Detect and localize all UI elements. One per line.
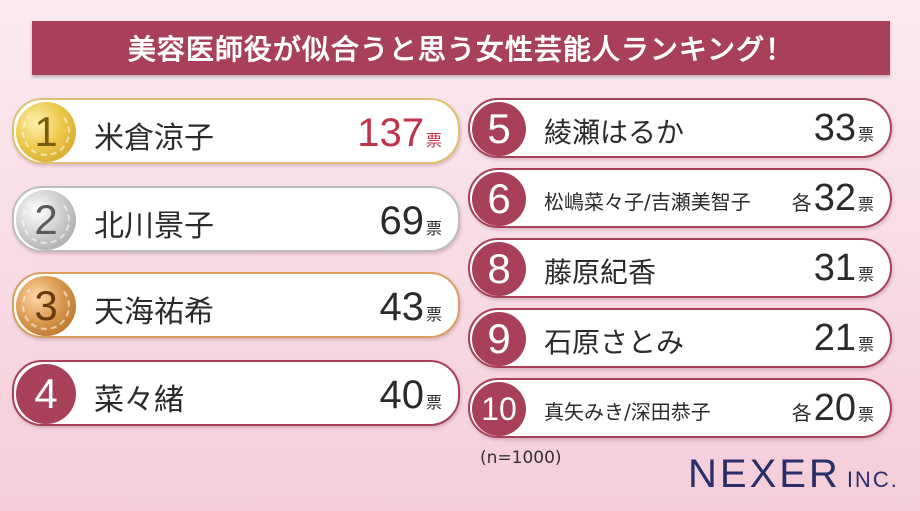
vote-number: 20 — [813, 387, 856, 429]
rank-badge: 6 — [472, 172, 526, 226]
vote-count: 21 票 — [814, 317, 874, 360]
rank-badge: 4 — [16, 364, 76, 424]
vote-count: 31 票 — [814, 247, 874, 290]
vote-number: 40 — [379, 373, 424, 417]
rank-number: 9 — [487, 315, 511, 362]
each-prefix: 各 — [791, 401, 812, 425]
logo-main: NEXER — [688, 452, 841, 496]
rank-row: 6 松嶋菜々子/吉瀬美智子 各 32 票 — [468, 168, 892, 228]
celebrity-name: 石原さとみ — [544, 326, 685, 360]
celebrity-name: 米倉涼子 — [94, 121, 214, 156]
vote-count: 43 票 — [379, 285, 442, 330]
vote-number: 21 — [813, 317, 856, 359]
rank-number: 3 — [34, 282, 58, 329]
logo-inc: INC. — [846, 467, 899, 492]
celebrity-name: 綾瀬はるか — [544, 116, 685, 150]
rank-row: 9 石原さとみ 21 票 — [468, 308, 892, 368]
rank-badge: 8 — [472, 242, 526, 296]
vote-count: 各 20 票 — [792, 387, 874, 430]
chart-title: 美容医師役が似合うと思う女性芸能人ランキング！ — [127, 33, 795, 66]
vote-unit: 票 — [425, 305, 442, 324]
vote-number: 32 — [813, 177, 856, 219]
celebrity-name: 北川景子 — [94, 209, 214, 244]
vote-unit: 票 — [857, 335, 874, 354]
sample-size-note: (n=1000) — [480, 448, 562, 468]
rank-row: 10 真矢みき/深田恭子 各 20 票 — [468, 378, 892, 438]
vote-number: 137 — [357, 111, 424, 155]
vote-number: 33 — [813, 107, 856, 149]
rank-row: 1 米倉涼子 137 票 — [12, 98, 460, 164]
rank-number: 5 — [487, 105, 511, 152]
vote-unit: 票 — [425, 393, 442, 412]
rank-number: 1 — [34, 108, 58, 155]
vote-count: 137 票 — [357, 111, 442, 156]
vote-number: 69 — [379, 199, 424, 243]
vote-unit: 票 — [425, 131, 442, 150]
celebrity-name: 松嶋菜々子/吉瀬美智子 — [544, 190, 751, 214]
rank-badge: 9 — [472, 312, 526, 366]
rank-row: 3 天海祐希 43 票 — [12, 272, 460, 338]
vote-count: 40 票 — [379, 373, 442, 418]
vote-unit: 票 — [857, 265, 874, 284]
medal-icon: 1 — [16, 102, 76, 162]
rank-row: 2 北川景子 69 票 — [12, 186, 460, 252]
rank-row: 5 綾瀬はるか 33 票 — [468, 98, 892, 158]
vote-count: 33 票 — [814, 107, 874, 150]
rank-number: 10 — [481, 390, 517, 427]
rank-badge: 5 — [472, 102, 526, 156]
medal-icon: 2 — [16, 190, 76, 250]
rank-badge: 10 — [472, 382, 526, 436]
nexer-logo: NEXER INC. — [688, 452, 899, 497]
celebrity-name: 天海祐希 — [94, 295, 214, 330]
vote-unit: 票 — [425, 219, 442, 238]
celebrity-name: 真矢みき/深田恭子 — [544, 400, 711, 424]
rank-number: 2 — [34, 196, 58, 243]
rank-number: 8 — [487, 245, 511, 292]
vote-number: 31 — [813, 247, 856, 289]
vote-number: 43 — [379, 285, 424, 329]
rank-number: 6 — [487, 175, 511, 222]
vote-unit: 票 — [857, 405, 874, 424]
vote-unit: 票 — [857, 125, 874, 144]
each-prefix: 各 — [791, 191, 812, 215]
rank-number: 4 — [34, 370, 58, 417]
vote-unit: 票 — [857, 195, 874, 214]
title-banner: 美容医師役が似合うと思う女性芸能人ランキング！ — [32, 21, 890, 75]
celebrity-name: 藤原紀香 — [544, 256, 657, 290]
medal-icon: 3 — [16, 276, 76, 336]
vote-count: 各 32 票 — [792, 177, 874, 220]
rank-row: 8 藤原紀香 31 票 — [468, 238, 892, 298]
vote-count: 69 票 — [379, 199, 442, 244]
celebrity-name: 菜々緒 — [94, 383, 184, 418]
rank-row: 4 菜々緒 40 票 — [12, 360, 460, 426]
